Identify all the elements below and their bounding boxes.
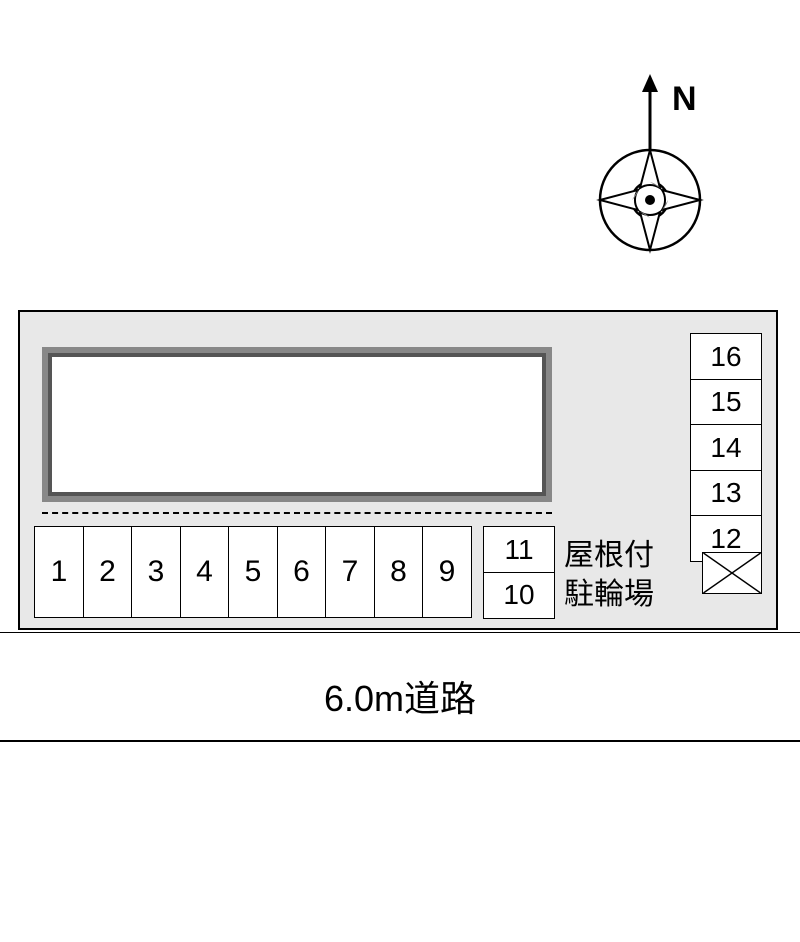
- parking-lot: 1 2 3 4 5 6 7 8 9 11 10 16 15 14 13 12 屋…: [18, 310, 778, 630]
- parking-stack-right: 16 15 14 13 12: [690, 333, 762, 562]
- parking-space: 7: [325, 526, 375, 618]
- parking-space: 2: [83, 526, 133, 618]
- road-line-top: [0, 632, 800, 633]
- parking-space: 13: [690, 470, 762, 517]
- parking-space: 1: [34, 526, 84, 618]
- bike-parking-label-line2: 駐輪場: [564, 578, 654, 611]
- parking-space: 14: [690, 424, 762, 471]
- parking-space: 11: [483, 526, 555, 573]
- bike-parking-label: 屋根付 駐輪場: [564, 536, 654, 614]
- building-interior: [48, 353, 546, 496]
- building: [42, 347, 552, 502]
- parking-space: 16: [690, 333, 762, 380]
- dashed-boundary: [42, 512, 552, 514]
- parking-space: 8: [374, 526, 424, 618]
- parking-space: 3: [131, 526, 181, 618]
- bike-parking-box: [702, 552, 762, 594]
- road-line-bottom: [0, 740, 800, 742]
- parking-stack-10-11: 11 10: [483, 526, 555, 619]
- road-label: 6.0m道路: [0, 670, 800, 722]
- parking-space: 10: [483, 572, 555, 619]
- parking-space: 15: [690, 379, 762, 426]
- parking-space: 9: [422, 526, 472, 618]
- parking-space: 6: [277, 526, 327, 618]
- bike-parking-label-line1: 屋根付: [564, 539, 654, 572]
- parking-space: 4: [180, 526, 230, 618]
- parking-space: 5: [228, 526, 278, 618]
- compass-north-label: N: [672, 80, 697, 118]
- compass: N: [580, 70, 720, 270]
- parking-row-bottom: 1 2 3 4 5 6 7 8 9: [34, 526, 472, 618]
